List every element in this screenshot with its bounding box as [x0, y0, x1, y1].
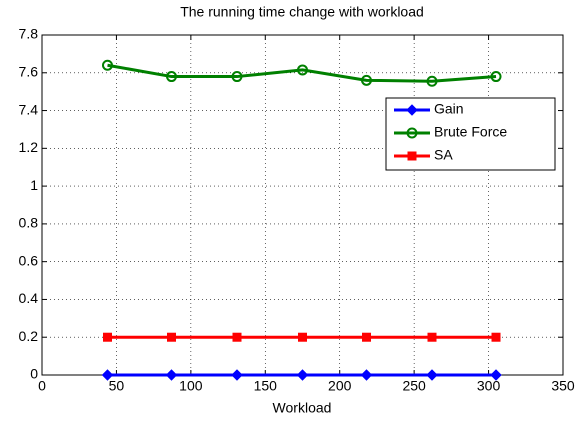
- data-point: [296, 369, 309, 381]
- y-tick-label: 0.8: [19, 215, 39, 231]
- data-point: [167, 332, 177, 342]
- data-point: [297, 64, 308, 76]
- data-point: [490, 369, 502, 381]
- chart-title: The running time change with workload: [180, 4, 424, 20]
- data-point: [165, 369, 178, 381]
- y-tick-label: 1.2: [19, 139, 39, 155]
- data-point: [361, 74, 373, 86]
- legend-label: SA: [434, 147, 453, 163]
- data-point: [166, 71, 178, 83]
- y-tick-label: 0.6: [19, 252, 39, 268]
- data-point: [102, 332, 112, 342]
- x-tick-label: 200: [328, 378, 352, 394]
- legend-marker: [406, 104, 418, 116]
- legend: Gain Brute Force SA: [385, 97, 556, 171]
- y-tick-label: 0.2: [19, 328, 39, 344]
- y-tick-label: 0: [30, 366, 38, 382]
- legend-marker: [406, 127, 418, 139]
- data-point: [231, 369, 243, 381]
- x-tick-label: 150: [254, 378, 278, 394]
- legend-marker: [407, 151, 417, 161]
- y-tick-label: 7.4: [19, 101, 39, 117]
- series-line: [107, 63, 497, 83]
- x-tick-label: 0: [38, 378, 46, 394]
- y-tick-label: 0.4: [19, 290, 39, 306]
- x-tick-label: 100: [179, 378, 203, 394]
- data-point: [362, 332, 372, 342]
- data-point: [426, 369, 438, 381]
- data-point: [491, 332, 501, 342]
- y-tick-label: 7.8: [19, 26, 39, 42]
- legend-label: Brute Force: [434, 124, 507, 140]
- x-axis-label: Workload: [273, 400, 332, 416]
- x-tick-label: 300: [477, 378, 501, 394]
- data-point: [231, 71, 243, 83]
- data-point: [490, 71, 502, 83]
- x-tick-label: 350: [551, 378, 575, 394]
- legend-label: Gain: [434, 101, 464, 117]
- x-tick-label: 50: [109, 378, 125, 394]
- data-point: [101, 369, 114, 381]
- data-point: [298, 332, 307, 342]
- data-point: [232, 332, 242, 342]
- x-tick-label: 250: [402, 378, 426, 394]
- y-tick-label: 1: [30, 177, 38, 193]
- data-point: [427, 332, 437, 342]
- y-tick-label: 7.6: [19, 63, 39, 79]
- data-point: [101, 59, 113, 71]
- data-point: [360, 369, 373, 381]
- data-point: [426, 75, 438, 87]
